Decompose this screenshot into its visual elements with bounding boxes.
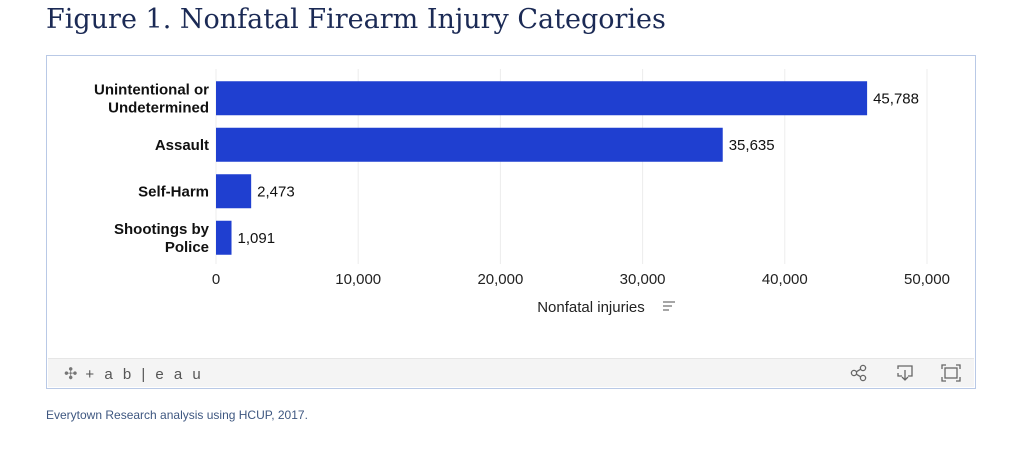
x-tick-label: 10,000 — [335, 271, 381, 288]
tableau-logo-text: + a b | e a u — [85, 365, 204, 383]
tableau-logo-icon: ✣ — [64, 366, 78, 383]
bar-2[interactable] — [216, 174, 252, 209]
category-label: Shootings by — [114, 221, 210, 238]
category-label: Self-Harm — [138, 183, 209, 200]
tableau-toolbar: ✣ + a b | e a u — [48, 358, 974, 387]
x-tick-label: 40,000 — [762, 271, 808, 288]
sort-icon[interactable] — [663, 301, 675, 311]
source-note: Everytown Research analysis using HCUP, … — [46, 408, 308, 422]
x-tick-label: 50,000 — [904, 271, 950, 288]
share-icon[interactable] — [848, 363, 870, 383]
x-axis-title: Nonfatal injuries — [537, 299, 645, 316]
value-label: 1,091 — [238, 230, 276, 247]
fullscreen-icon[interactable] — [940, 363, 962, 383]
category-label: Unintentional or — [94, 81, 209, 98]
value-label: 35,635 — [729, 137, 775, 154]
category-label: Police — [165, 239, 209, 256]
x-tick-label: 30,000 — [620, 271, 666, 288]
value-label: 2,473 — [257, 183, 295, 200]
bar-3[interactable] — [216, 220, 232, 255]
tableau-logo[interactable]: ✣ + a b | e a u — [64, 364, 204, 384]
value-label: 45,788 — [873, 90, 919, 107]
category-label: Undetermined — [108, 99, 209, 116]
bar-0[interactable] — [216, 81, 868, 116]
tableau-viz-frame: Unintentional or Undetermined 45,788 Assaul… — [46, 55, 976, 389]
download-icon[interactable] — [894, 363, 916, 383]
x-tick-label: 20,000 — [477, 271, 523, 288]
x-tick-label: 0 — [212, 271, 220, 288]
figure-title: Figure 1. Nonfatal Firearm Injury Catego… — [46, 4, 666, 35]
bar-1[interactable] — [216, 127, 723, 162]
category-label: Assault — [155, 137, 209, 154]
